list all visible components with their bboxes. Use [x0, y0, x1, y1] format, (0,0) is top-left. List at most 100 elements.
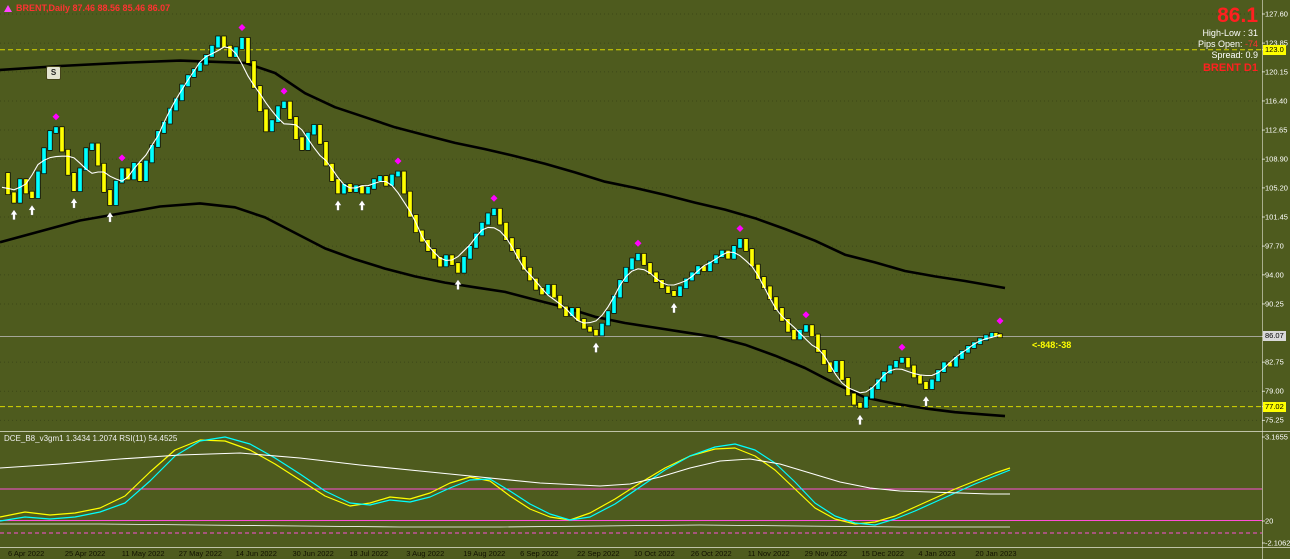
candle — [65, 148, 71, 176]
candle — [503, 221, 509, 241]
candle — [581, 318, 587, 330]
candle — [491, 207, 497, 216]
indicator-axis-label: 3.1655 — [1265, 432, 1288, 442]
candle — [263, 108, 269, 133]
candle — [497, 207, 503, 226]
price-axis[interactable] — [1262, 0, 1290, 559]
candle — [749, 248, 755, 268]
date-axis-label: 18 Jul 2022 — [349, 549, 389, 558]
pips-open-value: -74 — [1244, 39, 1258, 49]
candle — [863, 395, 869, 409]
candle — [5, 172, 11, 195]
candle — [401, 170, 407, 195]
spread-row: Spread: 0.9 — [1198, 50, 1258, 61]
sell-signal-icon — [898, 343, 906, 351]
date-axis-label: 4 Jan 2023 — [918, 549, 956, 558]
candle — [551, 284, 557, 299]
candle — [851, 392, 857, 406]
buy-signal-icon — [856, 414, 864, 425]
price-axis-tag: 77.02 — [1263, 401, 1286, 412]
buy-signal-icon — [28, 204, 36, 216]
candle — [341, 183, 347, 195]
candle — [881, 371, 887, 383]
osc-cyan-line — [0, 436, 1011, 526]
current-price-display: 86.1 — [1217, 4, 1258, 27]
chart-annotation[interactable]: <-848:-38 — [1032, 340, 1072, 350]
date-axis-label: 26 Oct 2022 — [690, 549, 732, 558]
candle — [455, 262, 461, 274]
candle — [923, 381, 929, 390]
candle — [707, 260, 713, 272]
candle — [779, 307, 785, 322]
sell-signal-icon — [996, 317, 1004, 325]
candle — [323, 141, 329, 167]
chart-object-badge[interactable]: S — [46, 66, 61, 80]
candle — [677, 285, 683, 297]
buy-signal-icon — [10, 209, 18, 220]
candle — [647, 262, 653, 275]
candle — [671, 290, 677, 297]
candle — [353, 184, 359, 193]
date-axis-label: 30 Jun 2022 — [292, 549, 334, 558]
candle — [737, 238, 743, 249]
date-axis-label: 10 Oct 2022 — [633, 549, 675, 558]
candle — [599, 322, 605, 337]
buy-signal-icon — [922, 395, 930, 407]
candle — [773, 296, 779, 311]
candle — [899, 357, 905, 364]
candle — [137, 162, 143, 182]
candle — [509, 237, 515, 252]
price-axis-label: 94.00 — [1265, 270, 1284, 280]
indicator-axis-label: -2.1062 — [1265, 538, 1290, 548]
candle — [791, 329, 797, 341]
candle — [521, 256, 527, 271]
candle — [239, 37, 245, 50]
candle — [383, 175, 389, 187]
candle — [89, 142, 95, 151]
ma-line — [1, 46, 1001, 394]
info-panel: High-Low : 31 Pips Open: -74 Spread: 0.9 — [1198, 28, 1258, 61]
price-axis-label: 75.25 — [1265, 415, 1284, 425]
candle — [407, 190, 413, 218]
candle — [281, 100, 287, 109]
candle — [785, 318, 791, 333]
candle — [905, 357, 911, 369]
candle — [665, 285, 671, 294]
chart-symbol-header: BRENT,Daily 87.46 88.56 85.46 86.07 — [4, 3, 170, 13]
candle — [635, 253, 641, 262]
sell-signal-icon — [490, 194, 498, 202]
pips-open-row: Pips Open: -74 — [1198, 39, 1258, 50]
symbol-timeframe-label: BRENT D1 — [1202, 62, 1258, 74]
candle — [629, 257, 635, 271]
sell-signal-icon — [52, 113, 60, 121]
sell-signal-icon — [118, 154, 126, 162]
osc-yellow-line — [0, 439, 1011, 525]
candle — [191, 68, 197, 78]
candle — [935, 369, 941, 383]
candle — [815, 333, 821, 353]
candle — [47, 130, 53, 151]
candle — [683, 277, 689, 289]
sell-signal-icon — [238, 24, 246, 31]
candle — [227, 44, 233, 58]
candle — [473, 232, 479, 249]
date-axis-label: 27 May 2022 — [178, 549, 223, 558]
pips-open-label: Pips Open: — [1197, 39, 1243, 49]
price-axis-label: 112.65 — [1265, 125, 1288, 135]
date-axis-label: 25 Apr 2022 — [64, 549, 106, 558]
candle — [557, 294, 563, 310]
candle — [215, 35, 221, 49]
candle — [365, 186, 371, 195]
price-axis-label: 123.85 — [1265, 38, 1288, 48]
candle — [929, 378, 935, 390]
candle — [311, 124, 317, 136]
candle — [641, 253, 647, 266]
sell-signal-icon — [280, 87, 288, 95]
candle — [869, 386, 875, 400]
candle — [821, 349, 827, 365]
high-low-row: High-Low : 31 — [1198, 28, 1258, 39]
candle — [83, 147, 89, 171]
price-axis-label: 79.00 — [1265, 386, 1284, 396]
